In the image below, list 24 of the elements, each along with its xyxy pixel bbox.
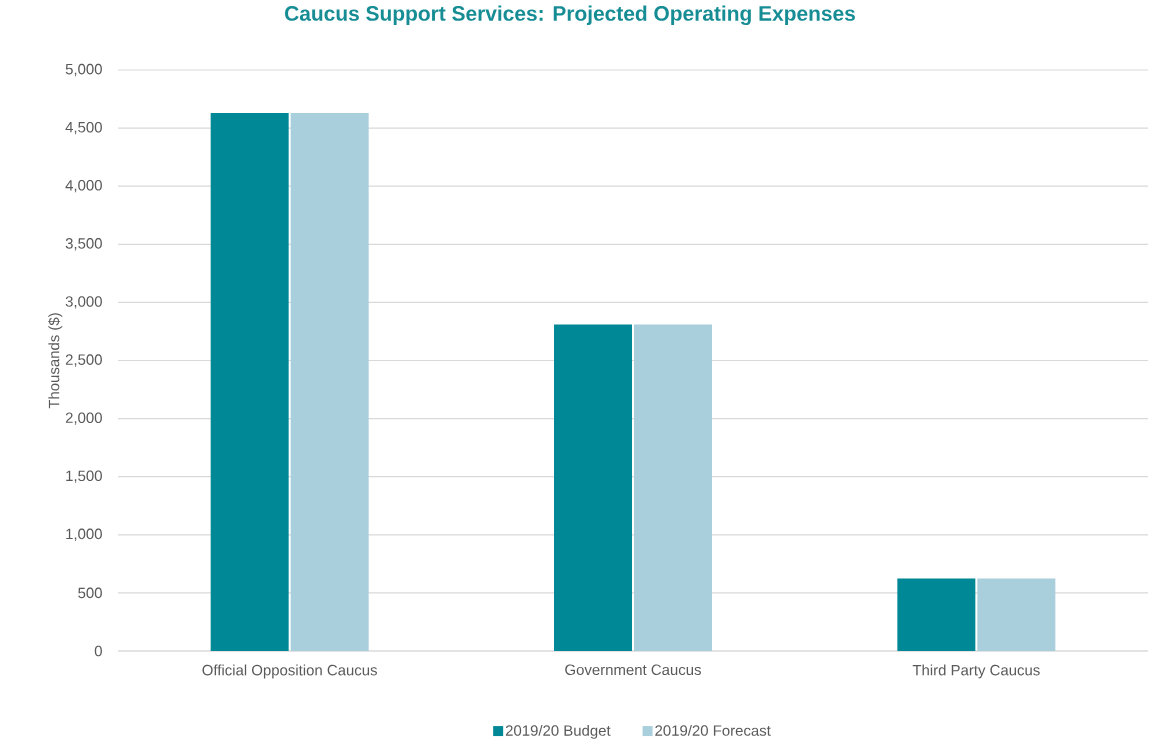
y-tick-label: 500: [78, 587, 102, 599]
bar: [977, 578, 1056, 651]
y-tick-label: 0: [94, 645, 102, 657]
y-tick-label: 3,000: [65, 296, 102, 309]
bar: [210, 112, 289, 651]
y-tick-label: 2,500: [65, 354, 102, 367]
y-tick-label: 5,000: [65, 63, 102, 77]
bar: [897, 578, 976, 651]
y-tick-label: 1,000: [66, 528, 102, 541]
y-tick-label: 4,500: [65, 121, 102, 135]
x-tick-label: Official Opposition Caucus: [202, 664, 377, 679]
bar: [634, 324, 712, 651]
y-tick-label: 4,000: [65, 180, 102, 193]
bar: [290, 112, 369, 651]
legend-label: 2019/20 Forecast: [655, 724, 771, 736]
y-tick-label: 2,000: [65, 412, 102, 425]
y-axis-title: Thousands ($): [48, 313, 63, 409]
chart-title: Caucus Support Services: Projected Operating Expenses: [285, 5, 855, 26]
legend-label: 2019/20 Budget: [505, 724, 611, 739]
y-tick-label: 3,500: [65, 238, 102, 251]
x-tick-label: Government Caucus: [565, 664, 701, 676]
y-tick-label: 1,500: [66, 470, 102, 483]
x-tick-label: Third Party Caucus: [912, 664, 1040, 679]
bar: [554, 324, 633, 651]
